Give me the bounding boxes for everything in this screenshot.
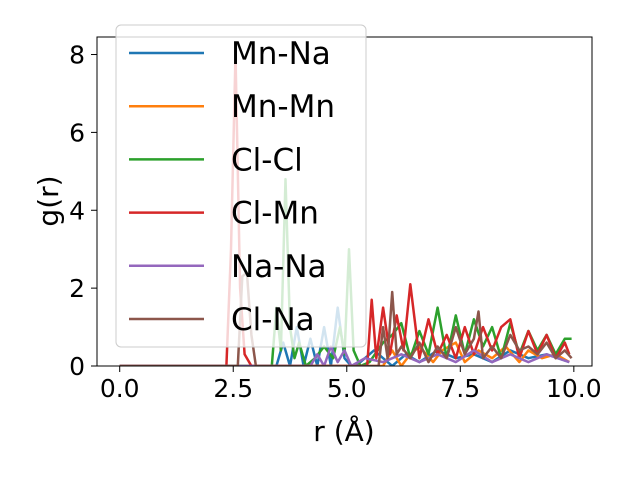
y-tick-label: 6: [69, 118, 85, 147]
x-tick-label: 5.0: [327, 374, 367, 403]
legend-label: Mn-Mn: [231, 89, 335, 125]
x-tick-label: 2.5: [213, 374, 253, 403]
series-line-na-na: [119, 345, 570, 366]
y-axis: 0 2 4 6 8: [69, 41, 97, 381]
legend-label: Mn-Na: [231, 36, 331, 72]
y-axis-label: g(r): [32, 175, 65, 226]
x-axis: 0.0 2.5 5.0 7.5 10.0: [100, 366, 602, 403]
legend: Mn-Na Mn-Mn Cl-Cl Cl-Mn Na-Na Cl-Na: [115, 24, 367, 348]
series-line-cl-mn: [119, 53, 571, 366]
y-tick-label: 2: [69, 274, 85, 303]
y-tick-label: 8: [69, 41, 85, 70]
x-axis-label: r (Å): [313, 414, 374, 448]
y-tick-label: 0: [69, 352, 85, 381]
y-tick-label: 4: [69, 196, 85, 225]
series-line-cl-na: [119, 271, 573, 366]
series-layer: [119, 53, 573, 366]
x-tick-label: 10.0: [546, 374, 602, 403]
legend-label: Cl-Na: [231, 302, 315, 338]
series-line-mn-mn: [119, 341, 570, 366]
legend-label: Na-Na: [231, 249, 327, 285]
legend-label: Cl-Cl: [231, 142, 303, 178]
x-tick-label: 7.5: [440, 374, 480, 403]
legend-label: Cl-Mn: [231, 196, 319, 232]
legend-box: [115, 24, 367, 348]
x-tick-label: 0.0: [100, 374, 140, 403]
